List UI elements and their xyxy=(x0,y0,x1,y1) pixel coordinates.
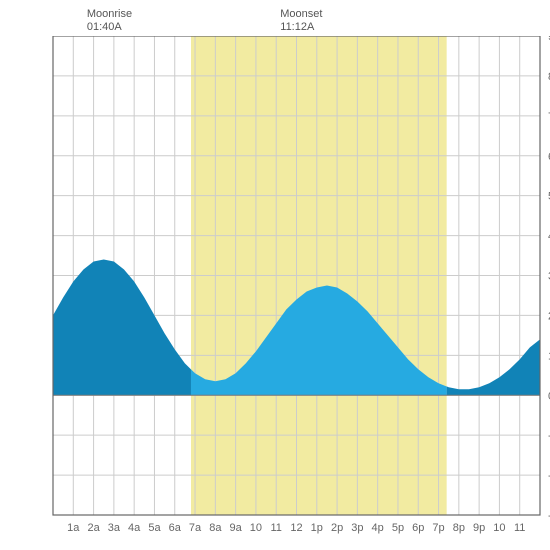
moon-event: Moonrise01:40A xyxy=(87,8,132,34)
x-tick-label: 9a xyxy=(230,522,243,534)
x-tick-label: 6a xyxy=(169,522,182,534)
x-tick-label: 2a xyxy=(87,522,100,534)
x-tick-label: 10 xyxy=(250,522,262,534)
x-tick-label: 4p xyxy=(372,522,384,534)
x-tick-label: 4a xyxy=(128,522,141,534)
tide-chart: Moonrise01:40AMoonset11:12A -3-2-1012345… xyxy=(8,8,542,540)
x-tick-label: 8a xyxy=(209,522,222,534)
x-tick-label: 5p xyxy=(392,522,404,534)
x-tick-label: 1p xyxy=(311,522,323,534)
x-tick-label: 6p xyxy=(412,522,424,534)
moon-event-time: 01:40A xyxy=(87,21,132,34)
plot-area: -3-2-101234567891a2a3a4a5a6a7a8a9a101112… xyxy=(8,36,550,537)
x-tick-label: 5a xyxy=(148,522,161,534)
x-tick-label: 11 xyxy=(270,522,281,534)
x-tick-label: 8p xyxy=(453,522,465,534)
x-tick-label: 9p xyxy=(473,522,485,534)
x-tick-label: 11 xyxy=(514,522,525,534)
x-tick-label: 2p xyxy=(331,522,343,534)
moon-event-name: Moonset xyxy=(280,8,322,21)
x-tick-label: 7a xyxy=(189,522,202,534)
x-tick-label: 3a xyxy=(108,522,121,534)
moon-event: Moonset11:12A xyxy=(280,8,322,34)
moon-event-labels: Moonrise01:40A Moonset11:12A xyxy=(8,8,540,36)
x-tick-label: 7p xyxy=(432,522,444,534)
moon-event-name: Moonrise xyxy=(87,8,132,21)
x-tick-label: 3p xyxy=(351,522,363,534)
x-tick-label: 12 xyxy=(290,522,302,534)
moon-event-time: 11:12A xyxy=(280,21,322,34)
x-tick-label: 10 xyxy=(493,522,505,534)
x-tick-label: 1a xyxy=(67,522,80,534)
